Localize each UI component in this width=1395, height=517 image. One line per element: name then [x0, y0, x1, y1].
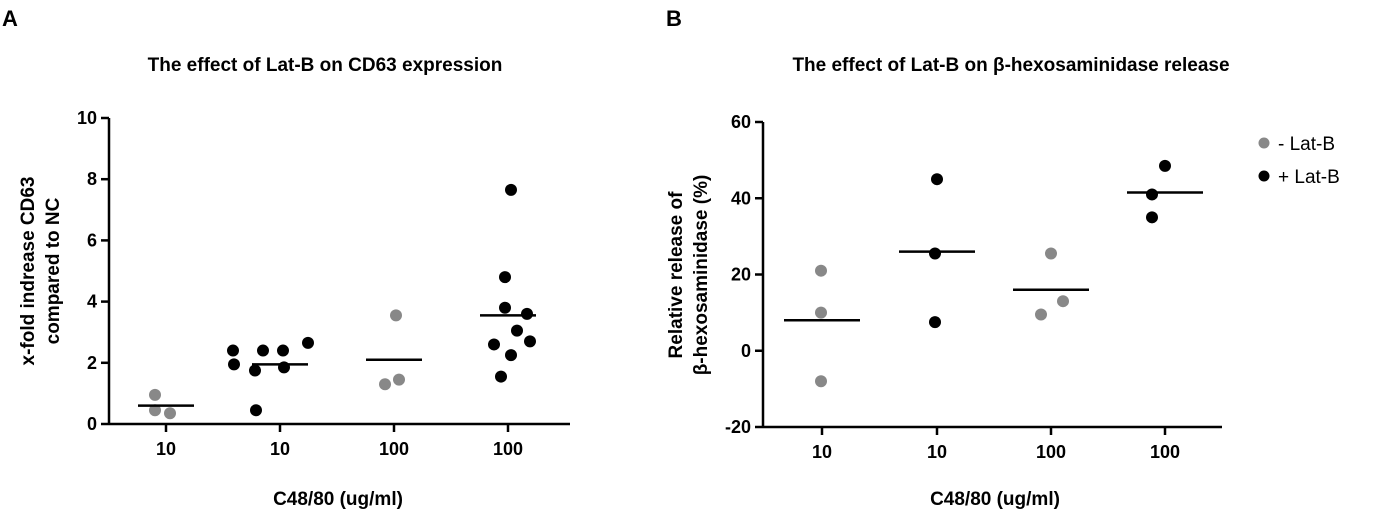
data-point	[505, 183, 517, 196]
y-tick-label: 4	[87, 292, 97, 312]
legend-label-plus: + Lat-B	[1278, 167, 1340, 188]
y-tick-label: 0	[741, 341, 751, 361]
panel-b-ylabel-line-1: Relative release of	[666, 191, 687, 359]
x-tick-label: 10	[156, 439, 176, 459]
y-tick-label: 2	[87, 353, 97, 373]
data-point	[393, 373, 405, 386]
y-tick-label: 6	[87, 230, 97, 250]
legend-marker-minus	[1258, 137, 1270, 149]
y-tick-label: 20	[731, 265, 751, 285]
data-point	[499, 301, 511, 314]
legend: - Lat-B + Lat-B	[1258, 134, 1340, 188]
data-point	[227, 344, 239, 357]
data-point	[929, 316, 941, 329]
data-point	[249, 364, 261, 377]
panel-a-title: The effect of Lat-B on CD63 expression	[148, 55, 503, 76]
panel-b-ylabel-line-2: β-hexosaminidase (%)	[691, 175, 712, 376]
y-tick-label: 10	[77, 108, 97, 128]
data-point	[277, 344, 289, 357]
data-point	[815, 306, 827, 319]
data-point	[149, 388, 161, 401]
data-point	[815, 264, 827, 277]
panel-b-letter: B	[666, 6, 682, 31]
data-point	[228, 358, 240, 371]
data-point	[1057, 295, 1069, 308]
data-point	[1035, 308, 1047, 321]
y-tick-label: 60	[731, 112, 751, 132]
y-tick-label: -20	[725, 417, 751, 437]
y-tick-label: 0	[87, 414, 97, 434]
data-point	[931, 173, 943, 186]
x-tick-label: 100	[379, 439, 409, 459]
data-point	[390, 309, 402, 322]
data-point	[1159, 159, 1171, 172]
legend-label-minus: - Lat-B	[1278, 134, 1335, 155]
panel-a-xlabel: C48/80 (ug/ml)	[273, 489, 403, 510]
panel-b-title: The effect of Lat-B on β-hexosaminidase …	[792, 55, 1229, 76]
panel-b-xlabel: C48/80 (ug/ml)	[930, 489, 1060, 510]
data-point	[495, 370, 507, 383]
panel-b-plot: -20 0 20 40 60 10 10 100 100	[725, 112, 1222, 462]
x-tick-label: 100	[1150, 442, 1180, 462]
data-point	[379, 378, 391, 391]
data-point	[164, 407, 176, 420]
panel-a-ylabel-line-1: x-fold indrease CD63	[18, 177, 39, 366]
data-point	[302, 336, 314, 349]
data-point	[929, 247, 941, 260]
data-point	[499, 271, 511, 284]
data-point	[149, 404, 161, 417]
data-point	[505, 349, 517, 362]
legend-marker-plus	[1258, 170, 1270, 182]
data-point	[1146, 211, 1158, 224]
x-tick-label: 10	[927, 442, 947, 462]
data-point	[1045, 247, 1057, 260]
y-tick-label: 8	[87, 169, 97, 189]
x-tick-label: 10	[812, 442, 832, 462]
panel-a-ylabel-line-2: compared to NC	[43, 197, 64, 344]
data-point	[1146, 188, 1158, 201]
data-point	[815, 375, 827, 388]
x-tick-label: 100	[1036, 442, 1066, 462]
x-tick-label: 100	[493, 439, 523, 459]
data-point	[257, 344, 269, 357]
y-tick-label: 40	[731, 188, 751, 208]
x-tick-label: 10	[270, 439, 290, 459]
panel-a-plot: 0 2 4 6 8 10 10 10 100 100	[77, 108, 570, 459]
data-point	[524, 335, 536, 348]
data-point	[250, 404, 262, 417]
data-point	[488, 338, 500, 351]
data-point	[521, 307, 533, 320]
data-point	[511, 324, 523, 337]
panel-a-letter: A	[2, 6, 18, 31]
